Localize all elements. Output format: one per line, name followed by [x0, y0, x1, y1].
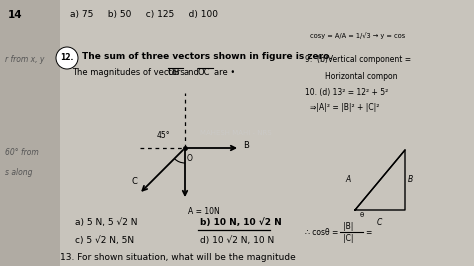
Text: a) 75     b) 50     c) 125     d) 100: a) 75 b) 50 c) 125 d) 100	[70, 10, 218, 19]
Text: 60° from: 60° from	[5, 148, 39, 157]
Text: 13. For shown situation, what will be the magnitude: 13. For shown situation, what will be th…	[60, 253, 296, 262]
Text: b) 10 N, 10 √2 N: b) 10 N, 10 √2 N	[200, 218, 282, 227]
Text: c) 5 √2 N, 5N: c) 5 √2 N, 5N	[75, 236, 134, 245]
Text: and: and	[184, 68, 200, 77]
Text: The sum of three vectors shown in figure is zero.: The sum of three vectors shown in figure…	[82, 52, 333, 61]
Text: MAHESH MAHI - NRS: MAHESH MAHI - NRS	[200, 130, 272, 136]
Text: are •: are •	[214, 68, 235, 77]
Text: 12.: 12.	[60, 53, 73, 63]
Text: OC: OC	[198, 68, 210, 77]
Text: B: B	[243, 140, 249, 149]
Circle shape	[56, 47, 78, 69]
Text: A = 10N: A = 10N	[188, 207, 220, 216]
Text: OB: OB	[168, 68, 181, 77]
Text: C: C	[131, 177, 137, 186]
Text: C: C	[377, 218, 383, 227]
Text: Horizontal compon: Horizontal compon	[325, 72, 398, 81]
Text: θ: θ	[360, 212, 364, 218]
Text: The magnitudes of vectors: The magnitudes of vectors	[72, 68, 185, 77]
Text: s along: s along	[5, 168, 33, 177]
Text: 14: 14	[8, 10, 23, 20]
Text: a) 5 N, 5 √2 N: a) 5 N, 5 √2 N	[75, 218, 137, 227]
Text: O: O	[187, 154, 193, 163]
Text: =: =	[365, 228, 371, 237]
Text: cosy = A/A = 1/√3 → y = cos: cosy = A/A = 1/√3 → y = cos	[310, 32, 405, 39]
Text: ∴ cosθ =: ∴ cosθ =	[305, 228, 338, 237]
Text: 10. (d) 13² = 12² + 5²: 10. (d) 13² = 12² + 5²	[305, 88, 388, 97]
Text: |B|: |B|	[343, 222, 354, 231]
Text: |C|: |C|	[343, 234, 354, 243]
Text: B: B	[408, 176, 413, 185]
Text: 45°: 45°	[157, 131, 171, 140]
Text: ⇒|A|² = |B|² + |C|²: ⇒|A|² = |B|² + |C|²	[310, 103, 379, 112]
Text: 9.  (b)Vertical component =: 9. (b)Vertical component =	[305, 55, 411, 64]
Text: A: A	[345, 176, 350, 185]
Text: r from x, y: r from x, y	[5, 55, 45, 64]
Text: d) 10 √2 N, 10 N: d) 10 √2 N, 10 N	[200, 236, 274, 245]
Bar	[0, 0, 60, 266]
